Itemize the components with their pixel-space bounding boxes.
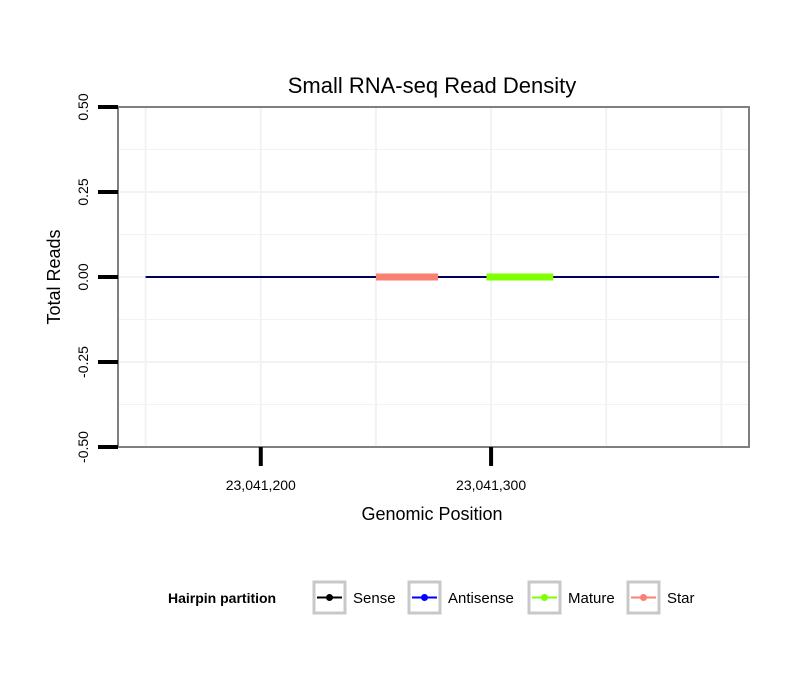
x-tick-label: 23,041,200 bbox=[226, 477, 296, 493]
y-tick-label: -0.50 bbox=[75, 431, 91, 463]
y-tick-label: 0.00 bbox=[75, 263, 91, 290]
y-tick-label: 0.50 bbox=[75, 93, 91, 120]
legend-label: Mature bbox=[568, 590, 615, 607]
legend: Hairpin partition Sense Antisense Mature St… bbox=[168, 580, 695, 615]
legend-key-point bbox=[640, 594, 647, 601]
legend-item-mature: Mature bbox=[527, 580, 615, 615]
legend-item-sense: Sense bbox=[312, 580, 396, 615]
x-tick-label: 23,041,300 bbox=[456, 477, 526, 493]
chart-title: Small RNA-seq Read Density bbox=[288, 73, 577, 98]
y-axis: 0.50 0.25 0.00 -0.25 -0.50 bbox=[75, 93, 118, 463]
x-axis-title: Genomic Position bbox=[361, 504, 502, 524]
legend-label: Antisense bbox=[448, 590, 514, 607]
legend-entries: Sense Antisense Mature Star bbox=[312, 580, 695, 615]
legend-item-antisense: Antisense bbox=[407, 580, 514, 615]
legend-label: Sense bbox=[353, 590, 396, 607]
y-tick-label: 0.25 bbox=[75, 178, 91, 205]
legend-key-point bbox=[326, 594, 333, 601]
legend-item-star: Star bbox=[626, 580, 695, 615]
legend-key-point bbox=[421, 594, 428, 601]
y-tick-label: -0.25 bbox=[75, 346, 91, 378]
y-axis-title: Total Reads bbox=[44, 229, 64, 324]
legend-label: Star bbox=[667, 590, 695, 607]
legend-key-point bbox=[541, 594, 548, 601]
x-axis: 23,041,200 23,041,300 bbox=[226, 447, 526, 493]
legend-title: Hairpin partition bbox=[168, 590, 276, 606]
